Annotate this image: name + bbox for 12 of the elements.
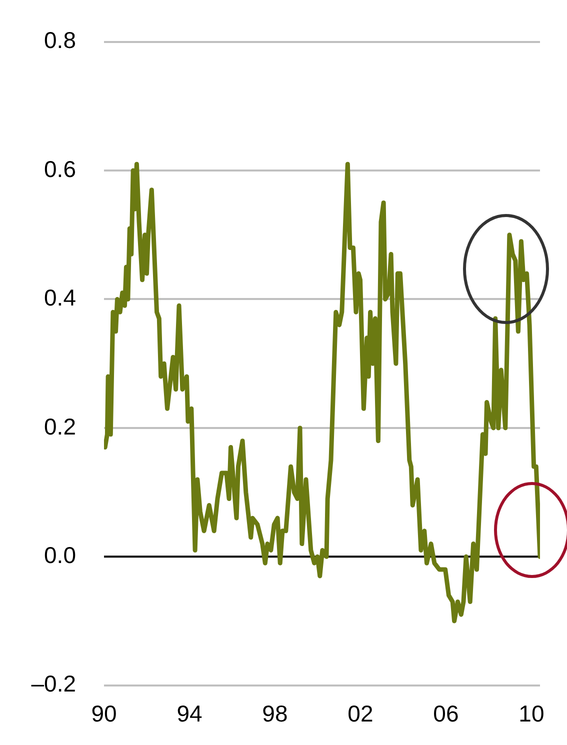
x-tick-label: 90 bbox=[91, 700, 117, 727]
y-tick-label: 0.2 bbox=[44, 413, 76, 440]
x-tick-label: 02 bbox=[348, 700, 374, 727]
y-tick-label: 0.6 bbox=[44, 156, 76, 182]
y-tick-label: 0.8 bbox=[44, 27, 76, 54]
x-tick-label: 98 bbox=[262, 700, 288, 727]
y-tick-label: 0.0 bbox=[44, 542, 76, 568]
x-tick-label: 06 bbox=[433, 700, 459, 727]
y-tick-label: 0.4 bbox=[44, 284, 76, 311]
y-tick-label: –0.2 bbox=[31, 670, 76, 697]
x-tick-label: 10 bbox=[518, 700, 544, 727]
x-tick-label: 94 bbox=[176, 700, 202, 727]
